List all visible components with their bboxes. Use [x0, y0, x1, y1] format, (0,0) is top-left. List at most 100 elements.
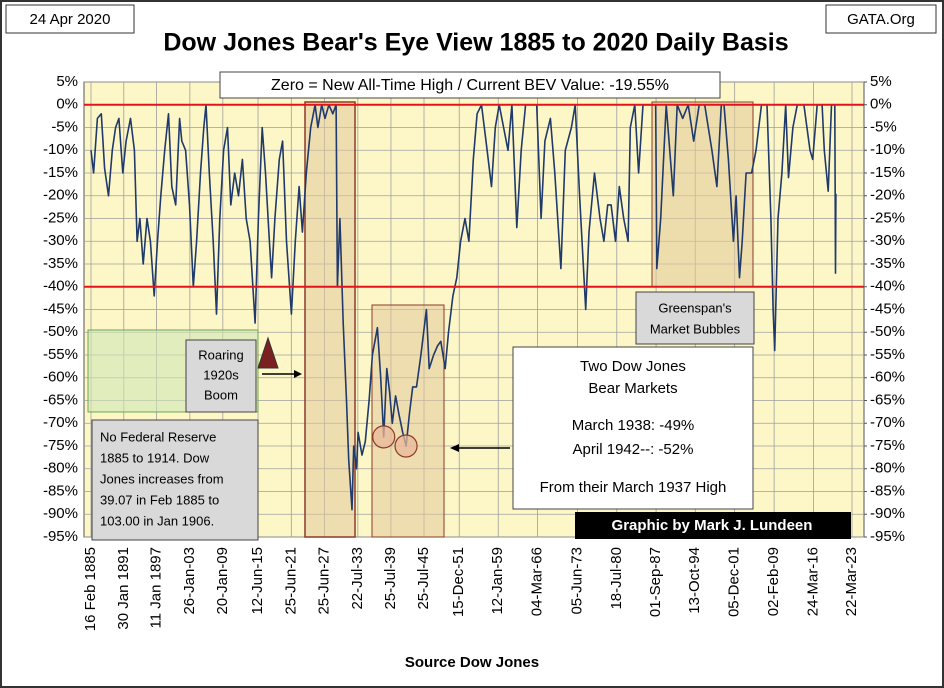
annotation: From their March 1937 High	[540, 479, 727, 496]
subtitle: Zero = New All-Time High / Current BEV V…	[271, 77, 669, 94]
y-tick-label: -60%	[43, 369, 78, 386]
y-tick-label: -90%	[43, 505, 78, 522]
annotation: 103.00 in Jan 1906.	[100, 513, 214, 528]
x-tick-label: 25-Jun-21	[282, 547, 299, 615]
y2-tick-label: -90%	[870, 505, 905, 522]
annotation: April 1942--: -52%	[573, 441, 694, 458]
x-tick-label: 20-Jan-09	[214, 547, 231, 615]
x-tick-label: 05-Dec-01	[726, 547, 743, 617]
y2-tick-label: -65%	[870, 391, 905, 408]
annotation: Jones increases from	[100, 471, 224, 486]
y2-tick-label: -80%	[870, 460, 905, 477]
shaded-1920s	[304, 101, 356, 538]
arrow-head	[294, 370, 302, 378]
y-tick-label: -25%	[43, 209, 78, 226]
arrow-head	[450, 444, 459, 452]
x-tick-label: 25-Jul-39	[382, 547, 399, 610]
triangle-marker	[257, 336, 279, 369]
y2-tick-label: -95%	[870, 528, 905, 545]
x-tick-label: 25-Jun-27	[315, 547, 332, 615]
y-tick-label: -55%	[43, 346, 78, 363]
bear-box	[512, 346, 754, 510]
x-tick-label: 12-Jun-15	[249, 547, 266, 615]
x-tick-label: 02-Feb-09	[765, 547, 782, 616]
y-tick-label: -75%	[43, 437, 78, 454]
annotation: No Federal Reserve	[100, 429, 216, 444]
annotation: 1920s	[203, 367, 239, 382]
y2-tick-label: -10%	[870, 141, 905, 158]
annotation: Market Bubbles	[650, 321, 741, 336]
y-tick-label: -20%	[43, 187, 78, 204]
marks	[84, 103, 864, 511]
annotation: Greenspan's	[658, 300, 732, 315]
x-tick-label: 30 Jan 1891	[115, 547, 132, 630]
greenspan-box	[635, 291, 755, 345]
y-tick-label: -5%	[51, 118, 78, 135]
date-label: 24 Apr 2020	[30, 11, 111, 28]
y2-tick-label: -20%	[870, 187, 905, 204]
annotation: 1885 to 1914. Dow	[100, 450, 210, 465]
bev-line	[90, 104, 837, 511]
x-tick-label: 12-Jan-59	[489, 547, 506, 615]
y-tick-label: -85%	[43, 482, 78, 499]
y2-tick-label: -60%	[870, 369, 905, 386]
y-tick-label: -50%	[43, 323, 78, 340]
x-axis-label: Source Dow Jones	[405, 654, 539, 671]
y2-tick-label: -5%	[870, 118, 897, 135]
annotation: Boom	[204, 387, 238, 402]
shaded-bubbles	[651, 101, 754, 288]
x-tick-label: 05-Jun-73	[569, 547, 586, 615]
y-tick-label: 5%	[56, 73, 78, 90]
highlight-circle	[372, 425, 396, 449]
x-tick-label: 25-Jul-45	[415, 547, 432, 610]
x-tick-label: 01-Sep-87	[647, 547, 664, 617]
y2-tick-label: -70%	[870, 414, 905, 431]
y-tick-label: -65%	[43, 391, 78, 408]
fed-box	[91, 419, 259, 541]
y2-tick-label: 0%	[870, 96, 892, 113]
y2-tick-label: 5%	[870, 73, 892, 90]
y2-tick-label: -55%	[870, 346, 905, 363]
x-tick-label: 11 Jan 1897	[148, 547, 165, 628]
annotation: March 1938: -49%	[572, 417, 695, 434]
y-tick-label: -15%	[43, 164, 78, 181]
x-tick-label: 13-Oct-94	[686, 547, 703, 614]
y-tick-label: -35%	[43, 255, 78, 272]
date-box	[5, 4, 135, 34]
annotation: Roaring	[198, 347, 244, 362]
annotation: Two Dow Jones	[580, 358, 686, 375]
x-tick-label: 16 Feb 1885	[82, 547, 99, 631]
y-tick-label: -10%	[43, 141, 78, 158]
source-label: GATA.Org	[847, 11, 915, 28]
roaring-box	[185, 339, 257, 413]
source-box	[825, 4, 937, 34]
y-tick-label: -80%	[43, 460, 78, 477]
y-tick-label: -95%	[43, 528, 78, 545]
y-tick-label: -70%	[43, 414, 78, 431]
x-tick-label: 18-Jul-80	[608, 547, 625, 610]
x-tick-label: 22-Jul-33	[349, 547, 366, 610]
y2-tick-label: -25%	[870, 209, 905, 226]
y-tick-label: -40%	[43, 278, 78, 295]
y-tick-label: -30%	[43, 232, 78, 249]
y2-tick-label: -45%	[870, 300, 905, 317]
annotation: 39.07 in Feb 1885 to	[100, 492, 219, 507]
x-tick-label: 26-Jan-03	[181, 547, 198, 615]
x-tick-label: 24-Mar-16	[804, 547, 821, 616]
y2-tick-label: -15%	[870, 164, 905, 181]
y2-tick-label: -30%	[870, 232, 905, 249]
x-tick-label: 04-Mar-66	[529, 547, 546, 616]
chart-title: Dow Jones Bear's Eye View 1885 to 2020 D…	[163, 29, 788, 57]
y2-tick-label: -75%	[870, 437, 905, 454]
y2-tick-label: -85%	[870, 482, 905, 499]
subtitle-box	[219, 71, 721, 99]
annotation: Bear Markets	[588, 380, 677, 397]
y2-tick-label: -35%	[870, 255, 905, 272]
y-tick-label: 0%	[56, 96, 78, 113]
x-tick-label: 22-Mar-23	[843, 547, 860, 616]
x-tick-label: 15-Dec-51	[450, 547, 467, 617]
y2-tick-label: -50%	[870, 323, 905, 340]
highlight-circle	[394, 434, 418, 458]
